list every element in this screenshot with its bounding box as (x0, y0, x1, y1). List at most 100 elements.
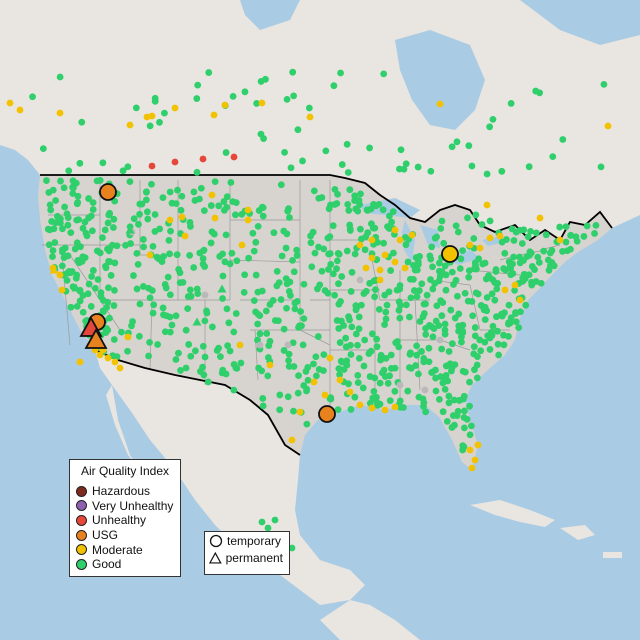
station-marker[interactable] (466, 378, 473, 386)
station-marker[interactable] (396, 236, 404, 244)
station-marker[interactable] (290, 92, 298, 100)
station-marker[interactable] (336, 371, 344, 379)
station-marker[interactable] (96, 351, 104, 359)
station-marker[interactable] (488, 290, 496, 298)
station-marker[interactable] (356, 401, 364, 409)
station-marker[interactable] (232, 199, 240, 207)
station-marker[interactable] (303, 420, 311, 428)
station-marker[interactable] (542, 231, 550, 239)
station-marker[interactable] (107, 272, 115, 279)
station-marker[interactable] (326, 250, 334, 257)
station-marker[interactable] (223, 193, 231, 201)
station-marker[interactable] (76, 297, 84, 305)
station-marker[interactable] (124, 347, 131, 355)
station-marker[interactable] (277, 296, 285, 303)
station-marker[interactable] (124, 333, 132, 341)
station-marker[interactable] (413, 342, 421, 350)
station-marker[interactable] (233, 257, 241, 265)
station-marker[interactable] (532, 87, 540, 95)
station-marker[interactable] (447, 367, 455, 375)
station-marker[interactable] (500, 331, 507, 339)
station-marker[interactable] (104, 298, 112, 306)
station-marker[interactable] (286, 214, 293, 221)
station-marker[interactable] (190, 188, 198, 196)
station-marker[interactable] (515, 324, 523, 332)
station-marker[interactable] (471, 332, 479, 340)
station-marker[interactable] (45, 241, 53, 249)
station-marker[interactable] (534, 253, 542, 261)
station-marker[interactable] (489, 322, 497, 330)
station-marker[interactable] (161, 328, 169, 336)
station-marker[interactable] (518, 240, 526, 247)
station-marker[interactable] (536, 214, 544, 222)
station-marker[interactable] (413, 293, 421, 300)
station-marker[interactable] (203, 309, 211, 317)
station-marker[interactable] (372, 286, 379, 294)
station-marker[interactable] (448, 268, 456, 276)
station-marker[interactable] (362, 264, 370, 272)
station-marker[interactable] (85, 195, 93, 202)
station-marker[interactable] (429, 333, 437, 341)
station-marker[interactable] (136, 200, 144, 208)
station-marker[interactable] (516, 259, 524, 267)
station-marker[interactable] (391, 258, 399, 266)
station-marker[interactable] (159, 194, 167, 202)
station-marker[interactable] (148, 162, 156, 170)
station-marker[interactable] (166, 216, 174, 224)
station-marker[interactable] (437, 225, 445, 232)
station-marker[interactable] (370, 387, 378, 395)
station-marker[interactable] (386, 397, 394, 404)
station-marker[interactable] (383, 301, 391, 309)
station-marker[interactable] (464, 297, 472, 305)
station-marker[interactable] (351, 192, 359, 200)
station-marker[interactable] (442, 372, 450, 379)
station-marker[interactable] (476, 244, 484, 252)
station-marker[interactable] (293, 252, 301, 259)
station-marker[interactable] (438, 312, 446, 320)
station-marker[interactable] (351, 393, 359, 401)
station-marker[interactable] (354, 379, 362, 387)
station-marker[interactable] (368, 404, 376, 412)
station-marker[interactable] (133, 285, 141, 293)
station-marker[interactable] (506, 262, 514, 270)
station-marker[interactable] (259, 402, 267, 410)
station-marker[interactable] (146, 338, 153, 346)
station-marker[interactable] (221, 258, 229, 266)
station-marker[interactable] (270, 229, 278, 237)
station-marker[interactable] (354, 207, 362, 215)
station-marker[interactable] (407, 294, 415, 302)
station-marker[interactable] (254, 222, 262, 230)
station-marker[interactable] (455, 327, 462, 335)
station-marker[interactable] (148, 287, 156, 294)
station-marker[interactable] (176, 279, 184, 287)
station-marker[interactable] (428, 369, 436, 376)
station-marker[interactable] (356, 241, 364, 249)
station-marker[interactable] (384, 223, 391, 230)
station-marker[interactable] (528, 281, 536, 289)
station-marker[interactable] (208, 191, 216, 199)
station-marker[interactable] (89, 267, 97, 274)
station-marker[interactable] (329, 270, 337, 278)
station-marker[interactable] (199, 255, 207, 262)
station-marker[interactable] (56, 109, 64, 117)
station-marker[interactable] (346, 186, 354, 194)
station-marker[interactable] (444, 377, 452, 385)
station-marker[interactable] (171, 158, 179, 166)
station-marker[interactable] (85, 214, 93, 221)
station-marker[interactable] (191, 347, 199, 355)
station-marker[interactable] (175, 349, 182, 357)
station-marker[interactable] (472, 211, 480, 219)
station-marker[interactable] (340, 366, 348, 373)
station-marker[interactable] (334, 406, 342, 414)
station-marker[interactable] (338, 273, 346, 280)
station-marker[interactable] (287, 164, 295, 172)
station-marker[interactable] (105, 211, 113, 219)
station-marker[interactable] (213, 347, 221, 354)
station-marker[interactable] (453, 138, 461, 146)
station-marker[interactable] (229, 92, 237, 100)
station-marker[interactable] (432, 374, 439, 382)
station-marker[interactable] (146, 294, 154, 302)
station-marker[interactable] (494, 327, 501, 335)
station-marker[interactable] (250, 247, 258, 255)
station-marker[interactable] (182, 364, 190, 372)
